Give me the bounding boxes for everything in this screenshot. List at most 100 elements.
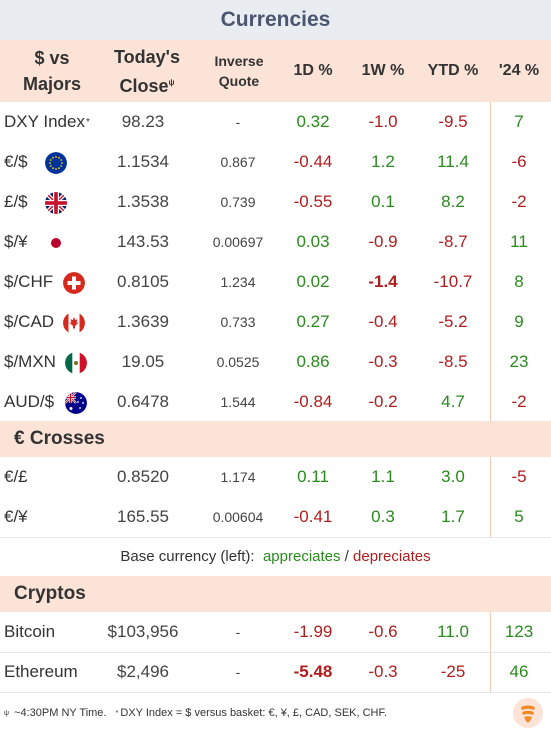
w1-change: -0.6 (368, 622, 398, 641)
inverse-value: 0.00697 (212, 234, 264, 250)
row-label: DXY Index * (4, 112, 90, 131)
inverse-value: 0.867 (220, 154, 256, 170)
d1-change: -1.99 (293, 622, 333, 641)
close-value: 165.55 (117, 507, 169, 526)
flag-mx-icon (65, 352, 87, 374)
brand-logo-icon (513, 698, 543, 728)
ytd-change: 1.7 (441, 507, 465, 526)
flag-au-icon (65, 392, 87, 414)
inverse-value: - (235, 114, 241, 130)
d1-change: -0.44 (293, 152, 333, 171)
w1-change: 0.3 (371, 507, 395, 526)
ytd-change: -10.7 (433, 272, 473, 291)
ytd-change: -8.7 (438, 232, 468, 251)
y24-change: 23 (509, 352, 529, 371)
header-ytd: YTD % (427, 62, 479, 79)
d1-change: -5.48 (293, 662, 333, 681)
row-label: $/¥ (4, 232, 28, 251)
page-title: Currencies (0, 0, 551, 40)
header-close: Today's Closeψ (114, 46, 180, 96)
row-label: £/$ (4, 192, 28, 211)
d1-change: 0.02 (296, 272, 330, 291)
w1-change: -0.2 (368, 392, 398, 411)
table-row: €/$ 1.1534 0.867 -0.44 1.2 11.4 -6 (0, 142, 551, 182)
table-row: $/MXN 19.05 0.0525 0.86 -0.3 -8.5 23 (0, 342, 551, 382)
close-value: $2,496 (117, 662, 169, 681)
y24-change: 9 (514, 312, 524, 331)
close-value: 143.53 (117, 232, 169, 251)
section-cryptos: Cryptos (0, 576, 551, 612)
flag-uk-icon (45, 192, 67, 214)
table-row: DXY Index * 98.23 - 0.32 -1.0 -9.5 7 (0, 102, 551, 142)
close-value: 1.3538 (117, 192, 169, 211)
inverse-value: - (235, 624, 241, 640)
flag-ca-icon (63, 312, 85, 334)
w1-change: -0.9 (368, 232, 398, 251)
inverse-value: 1.544 (220, 394, 256, 410)
row-label: $/CHF (4, 272, 54, 291)
inverse-value: 0.00604 (212, 509, 264, 525)
footnote: ψ ~4:30PM NY Time. * DXY Index = $ versus… (4, 707, 388, 719)
table-row: Bitcoin $103,956 - -1.99 -0.6 11.0 123 (0, 612, 551, 652)
legend: Base currency (left): appreciates / depr… (120, 547, 431, 565)
row-label: €/£ (4, 467, 28, 486)
header-24: '24 % (498, 62, 540, 79)
y24-change: -2 (511, 392, 527, 411)
close-value: 0.6478 (117, 392, 169, 411)
w1-change: 1.1 (371, 467, 395, 486)
inverse-value: 1.234 (220, 274, 256, 290)
legend-depreciates: depreciates (353, 547, 431, 565)
w1-change: -1.0 (368, 112, 398, 131)
section-crosses: € Crosses (0, 421, 551, 457)
ytd-change: -9.5 (438, 112, 468, 131)
row-label: Bitcoin (4, 622, 56, 641)
d1-change: -0.84 (293, 392, 333, 411)
y24-change: 11 (510, 232, 528, 251)
table-row: AUD/$ 0.6478 1.544 -0.84 -0.2 4.7 -2 (0, 382, 551, 422)
w1-change: 1.2 (371, 152, 395, 171)
d1-change: 0.86 (296, 352, 330, 371)
row-label: AUD/$ (4, 392, 55, 411)
d1-change: -0.41 (293, 507, 333, 526)
row-label: €/$ (4, 152, 28, 171)
close-value: 1.1534 (117, 152, 169, 171)
legend-appreciates: appreciates (262, 547, 341, 565)
table-row: £/$ 1.3538 0.739 -0.55 0.1 8.2 -2 (0, 182, 551, 222)
d1-change: -0.55 (293, 192, 333, 211)
inverse-value: - (235, 664, 241, 680)
inverse-value: 0.739 (220, 194, 256, 210)
row-label: $/MXN (4, 352, 56, 371)
flag-eu-icon (45, 152, 67, 174)
table-row: Ethereum $2,496 - -5.48 -0.3 -25 46 (0, 652, 551, 692)
y24-change: 5 (514, 507, 524, 526)
inverse-value: 1.174 (220, 469, 256, 485)
header-1d: 1D % (293, 62, 333, 79)
ytd-change: 8.2 (441, 192, 465, 211)
row-label: Ethereum (4, 662, 78, 681)
ytd-change: 11.4 (437, 152, 469, 171)
header-inverse: Inverse Quote (214, 53, 264, 89)
flag-ch-icon (63, 272, 85, 294)
y24-change: 123 (504, 622, 534, 641)
d1-change: 0.11 (297, 467, 329, 486)
w1-change: -1.4 (368, 272, 398, 291)
header-1w: 1W % (361, 62, 405, 79)
y24-change: -5 (511, 467, 527, 486)
table-row: €/¥ 165.55 0.00604 -0.41 0.3 1.7 5 (0, 497, 551, 537)
close-value: 1.3639 (117, 312, 169, 331)
y24-change: 7 (514, 112, 524, 131)
row-label: €/¥ (4, 507, 28, 526)
d1-change: 0.27 (296, 312, 330, 331)
w1-change: -0.3 (368, 352, 398, 371)
ytd-change: -5.2 (438, 312, 468, 331)
inverse-value: 0.733 (220, 314, 256, 330)
table-row: $/CHF 0.8105 1.234 0.02 -1.4 -10.7 8 (0, 262, 551, 302)
table-row: $/¥ 143.53 0.00697 0.03 -0.9 -8.7 11 (0, 222, 551, 262)
close-value: 98.23 (121, 112, 165, 131)
flag-jp-icon (45, 232, 67, 254)
ytd-change: 3.0 (441, 467, 465, 486)
y24-change: 8 (514, 272, 524, 291)
w1-change: 0.1 (371, 192, 395, 211)
ytd-change: 4.7 (441, 392, 465, 411)
close-value: 0.8520 (117, 467, 169, 486)
